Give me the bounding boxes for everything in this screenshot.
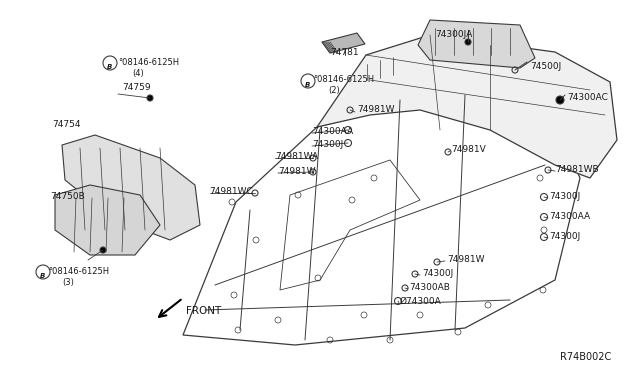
Text: 74754: 74754 <box>52 120 81 129</box>
Circle shape <box>100 247 106 253</box>
Text: 74759: 74759 <box>122 83 150 92</box>
Text: 74300J: 74300J <box>422 269 453 278</box>
Text: 74300J: 74300J <box>549 232 580 241</box>
Text: 74300J: 74300J <box>312 140 343 149</box>
Text: 74750B: 74750B <box>50 192 84 201</box>
Polygon shape <box>55 185 160 255</box>
Text: 74981V: 74981V <box>451 145 486 154</box>
Text: B: B <box>40 273 45 279</box>
Text: 74300AC: 74300AC <box>567 93 608 102</box>
Text: °08146-6125H: °08146-6125H <box>48 267 109 276</box>
Circle shape <box>556 96 564 104</box>
Text: (2): (2) <box>328 86 340 95</box>
Circle shape <box>465 39 471 45</box>
Text: 74500J: 74500J <box>530 62 561 71</box>
Text: 74300J: 74300J <box>549 192 580 201</box>
Text: 74300AB: 74300AB <box>409 283 450 292</box>
Polygon shape <box>317 35 617 178</box>
Text: 74981WB: 74981WB <box>555 165 598 174</box>
Text: FRONT: FRONT <box>186 306 221 316</box>
Text: 74300AA: 74300AA <box>312 127 353 136</box>
Polygon shape <box>62 135 200 240</box>
Text: B: B <box>108 64 113 70</box>
Text: 74981W: 74981W <box>447 255 484 264</box>
Text: °08146-6125H: °08146-6125H <box>118 58 179 67</box>
Text: R74B002C: R74B002C <box>560 352 611 362</box>
Polygon shape <box>322 33 365 53</box>
Text: 74981W: 74981W <box>278 167 316 176</box>
Text: 74981W: 74981W <box>357 105 394 114</box>
Text: 74300AA: 74300AA <box>549 212 590 221</box>
Text: Ø74300A: Ø74300A <box>400 297 442 306</box>
Text: 74981WC: 74981WC <box>209 187 253 196</box>
Polygon shape <box>418 20 535 68</box>
Circle shape <box>147 95 153 101</box>
Text: (4): (4) <box>132 69 144 78</box>
Text: 74300JA: 74300JA <box>435 30 472 39</box>
Text: 74981WA: 74981WA <box>275 152 318 161</box>
Text: 74781: 74781 <box>330 48 358 57</box>
Text: °08146-6125H: °08146-6125H <box>313 75 374 84</box>
Text: B: B <box>305 82 310 88</box>
Text: (3): (3) <box>62 278 74 287</box>
